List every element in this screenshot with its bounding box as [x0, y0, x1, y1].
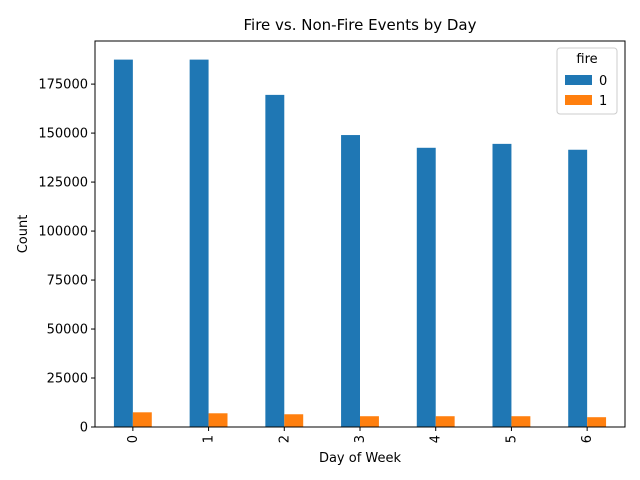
- plot-area: [113, 59, 607, 428]
- x-tick-label: 3: [353, 435, 368, 443]
- legend-swatch-1: [565, 95, 592, 105]
- y-tick-label: 125000: [38, 176, 88, 191]
- x-tick-label: 6: [580, 435, 595, 443]
- x-tick-label: 2: [277, 435, 292, 443]
- legend-entry-1: 1: [599, 94, 607, 109]
- plot-frame: [94, 40, 626, 428]
- y-tick-label: 100000: [38, 225, 88, 240]
- bar-fire-1-day-0: [132, 412, 152, 427]
- bar-fire-0-day-0: [113, 59, 133, 428]
- x-axis: 0 1 2 3 4 5 6: [126, 427, 595, 443]
- legend-title: fire: [576, 52, 597, 67]
- bar-fire-1-day-3: [360, 416, 379, 427]
- bar-fire-1-day-1: [208, 413, 228, 427]
- bar-fire-0-day-4: [416, 147, 436, 427]
- y-tick-label: 150000: [38, 127, 88, 142]
- y-axis: 0 25000 50000 75000 100000 125000 150000 175000: [38, 78, 95, 436]
- y-tick-label: 0: [80, 421, 88, 436]
- bar-fire-0-day-3: [341, 135, 360, 427]
- y-tick-label: 50000: [47, 323, 88, 338]
- y-tick-label: 175000: [38, 78, 88, 93]
- y-tick-label: 75000: [47, 274, 88, 289]
- legend-entry-0: 0: [599, 74, 607, 89]
- chart-title: Fire vs. Non-Fire Events by Day: [244, 16, 477, 34]
- bar-fire-1-day-5: [511, 416, 531, 427]
- bar-fire-0-day-2: [265, 94, 285, 428]
- x-tick-label: 5: [504, 435, 519, 443]
- x-tick-label: 4: [429, 435, 444, 443]
- x-tick-label: 1: [202, 435, 217, 443]
- bar-fire-0-day-1: [189, 59, 209, 428]
- bar-fire-1-day-4: [435, 416, 455, 427]
- bar-fire-0-day-5: [492, 143, 512, 427]
- bar-fire-1-day-6: [587, 417, 607, 427]
- x-tick-label: 0: [126, 435, 141, 443]
- bar-fire-1-day-2: [284, 414, 304, 427]
- y-axis-label: Count: [16, 215, 31, 254]
- legend-swatch-0: [565, 75, 592, 85]
- x-axis-label: Day of Week: [319, 451, 402, 466]
- bar-fire-0-day-6: [568, 149, 588, 427]
- y-tick-label: 25000: [47, 372, 88, 387]
